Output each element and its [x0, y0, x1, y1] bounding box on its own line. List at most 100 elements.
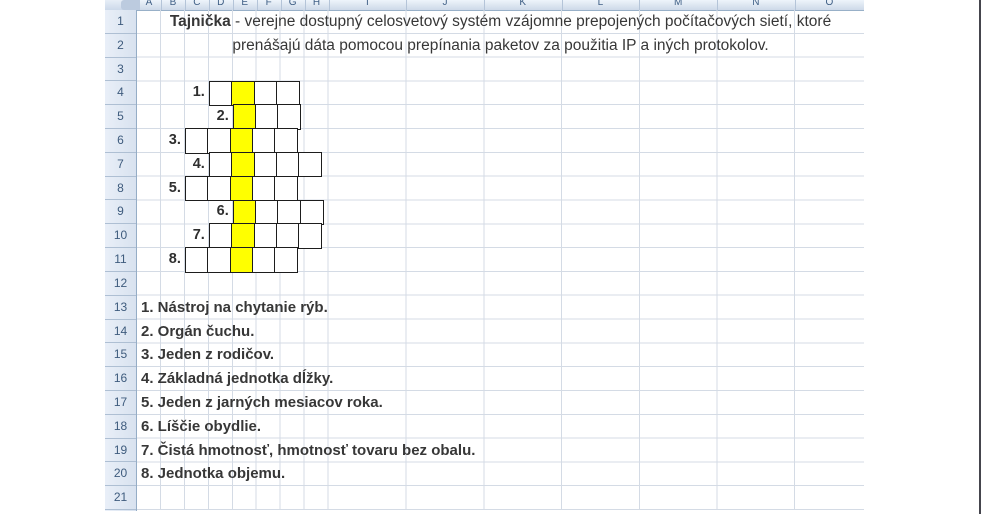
crossword-cell[interactable] — [251, 247, 276, 273]
select-all-corner[interactable] — [105, 0, 140, 10]
column-header-J[interactable]: J — [406, 0, 485, 10]
crossword-cell[interactable] — [251, 175, 276, 202]
crossword-cell[interactable] — [274, 175, 299, 202]
crossword-cell[interactable] — [253, 223, 278, 249]
crossword-cell[interactable] — [251, 128, 276, 154]
row-header-4[interactable]: 4 — [105, 81, 136, 106]
row-header-13[interactable]: 13 — [105, 296, 136, 320]
crossword-cell[interactable] — [275, 152, 300, 178]
clue-cell[interactable]: 5. Jeden z jarných mesiacov roka. — [141, 393, 383, 411]
row-header-9[interactable]: 9 — [105, 200, 136, 225]
clue-cell[interactable]: 4. Základná jednotka dĺžky. — [141, 370, 334, 388]
crossword-cell[interactable] — [208, 80, 233, 107]
crossword-cell[interactable] — [298, 223, 323, 249]
clue-cell[interactable]: 6. Líščie obydlie. — [141, 417, 262, 435]
row-header-19[interactable]: 19 — [105, 439, 136, 463]
crossword-row — [184, 175, 299, 202]
column-header-D[interactable]: D — [209, 0, 234, 10]
row-header-11[interactable]: 11 — [105, 248, 136, 272]
clue-cell[interactable]: 3. Jeden z rodičov. — [141, 346, 275, 364]
crossword-cell[interactable] — [208, 223, 233, 249]
crossword-row — [232, 199, 324, 226]
column-header-F[interactable]: F — [257, 0, 282, 10]
column-header-E[interactable]: E — [233, 0, 258, 10]
crossword-cell[interactable] — [275, 223, 300, 249]
row-number: 19 — [113, 442, 128, 457]
crossword-cell[interactable] — [208, 152, 233, 178]
row-header-10[interactable]: 10 — [105, 224, 136, 249]
crossword-cell[interactable] — [255, 199, 280, 226]
crossword-row — [184, 128, 299, 154]
row-header-7[interactable]: 7 — [105, 153, 136, 177]
crossword-cell[interactable] — [231, 223, 256, 249]
crossword-cell[interactable] — [207, 247, 232, 273]
row-header-16[interactable]: 16 — [105, 367, 136, 391]
crossword-clue-number: 3. — [168, 132, 181, 149]
crossword-cell[interactable] — [277, 104, 302, 130]
clue-cell[interactable]: 2. Orgán čuchu. — [141, 322, 255, 340]
row-header-20[interactable]: 20 — [105, 462, 136, 487]
crossword-cell[interactable] — [229, 247, 254, 273]
column-letter: B — [169, 0, 177, 8]
title-line2-text: prenášajú dáta pomocou prepínania paketo… — [232, 36, 769, 54]
crossword-cell[interactable] — [232, 104, 257, 130]
row-header-15[interactable]: 15 — [105, 343, 136, 368]
clue-cell[interactable]: 8. Jednotka objemu. — [141, 465, 286, 483]
crossword-cell[interactable] — [184, 247, 209, 273]
column-header-G[interactable]: G — [281, 0, 306, 10]
clue-cell[interactable]: 1. Nástroj na chytanie rýb. — [141, 298, 328, 316]
title-cell-row2[interactable]: prenášajú dáta pomocou prepínania paketo… — [137, 34, 864, 58]
row-header-17[interactable]: 17 — [105, 391, 136, 415]
row-header-6[interactable]: 6 — [105, 129, 136, 153]
crossword-cell[interactable] — [275, 80, 300, 107]
row-number: 2 — [117, 37, 124, 52]
crossword-clue-number: 6. — [216, 203, 229, 220]
column-header-H[interactable]: H — [305, 0, 330, 10]
clue-cell[interactable]: 7. Čistá hmotnosť, hmotnosť tovaru bez o… — [141, 441, 476, 459]
crossword-cell[interactable] — [229, 128, 254, 154]
crossword-cell[interactable] — [184, 175, 209, 202]
crossword-cell[interactable] — [207, 128, 232, 154]
crossword-cell[interactable] — [229, 175, 254, 202]
crossword-cell[interactable] — [207, 175, 232, 202]
column-header-I[interactable]: I — [329, 0, 408, 10]
column-header-L[interactable]: L — [562, 0, 641, 10]
column-header-K[interactable]: K — [484, 0, 563, 10]
page-edge-line — [979, 0, 981, 514]
column-header-B[interactable]: B — [161, 0, 186, 10]
crossword-cell[interactable] — [231, 152, 256, 178]
row-header-8[interactable]: 8 — [105, 177, 136, 201]
column-letter: I — [365, 0, 369, 8]
row-number: 12 — [113, 275, 128, 290]
crossword-cell[interactable] — [274, 247, 299, 273]
row-header-5[interactable]: 5 — [105, 105, 136, 130]
column-header-M[interactable]: M — [639, 0, 718, 10]
crossword-row — [208, 80, 300, 107]
row-header-14[interactable]: 14 — [105, 320, 136, 344]
crossword-cell[interactable] — [255, 104, 280, 130]
row-header-21[interactable]: 21 — [105, 486, 136, 510]
row-number: 14 — [113, 323, 128, 338]
column-header-O[interactable]: O — [795, 0, 864, 10]
title-cell-row1[interactable]: Tajnička - verejne dostupný celosvetový … — [137, 10, 864, 34]
column-header-A[interactable]: A — [137, 0, 162, 10]
crossword-cell[interactable] — [232, 199, 257, 226]
crossword-cell[interactable] — [253, 152, 278, 178]
crossword-cell[interactable] — [274, 128, 299, 154]
column-header-N[interactable]: N — [717, 0, 796, 10]
crossword-cell[interactable] — [253, 80, 278, 107]
row-header-1[interactable]: 1 — [105, 10, 136, 34]
crossword-cell[interactable] — [231, 80, 256, 107]
row-number: 10 — [113, 228, 128, 243]
row-header-2[interactable]: 2 — [105, 34, 136, 58]
crossword-cell[interactable] — [299, 199, 324, 226]
crossword-cell[interactable] — [277, 199, 302, 226]
row-header-18[interactable]: 18 — [105, 415, 136, 439]
row-header-12[interactable]: 12 — [105, 272, 136, 296]
row-header-3[interactable]: 3 — [105, 58, 136, 82]
row-header-column: 1 2 3 4 5 6 7 8 9 10 11 12 13 14 15 16 17 18 19 20 21 — [105, 10, 137, 511]
crossword-cell[interactable] — [184, 128, 209, 154]
crossword-cell[interactable] — [298, 152, 323, 178]
column-header-C[interactable]: C — [185, 0, 210, 10]
